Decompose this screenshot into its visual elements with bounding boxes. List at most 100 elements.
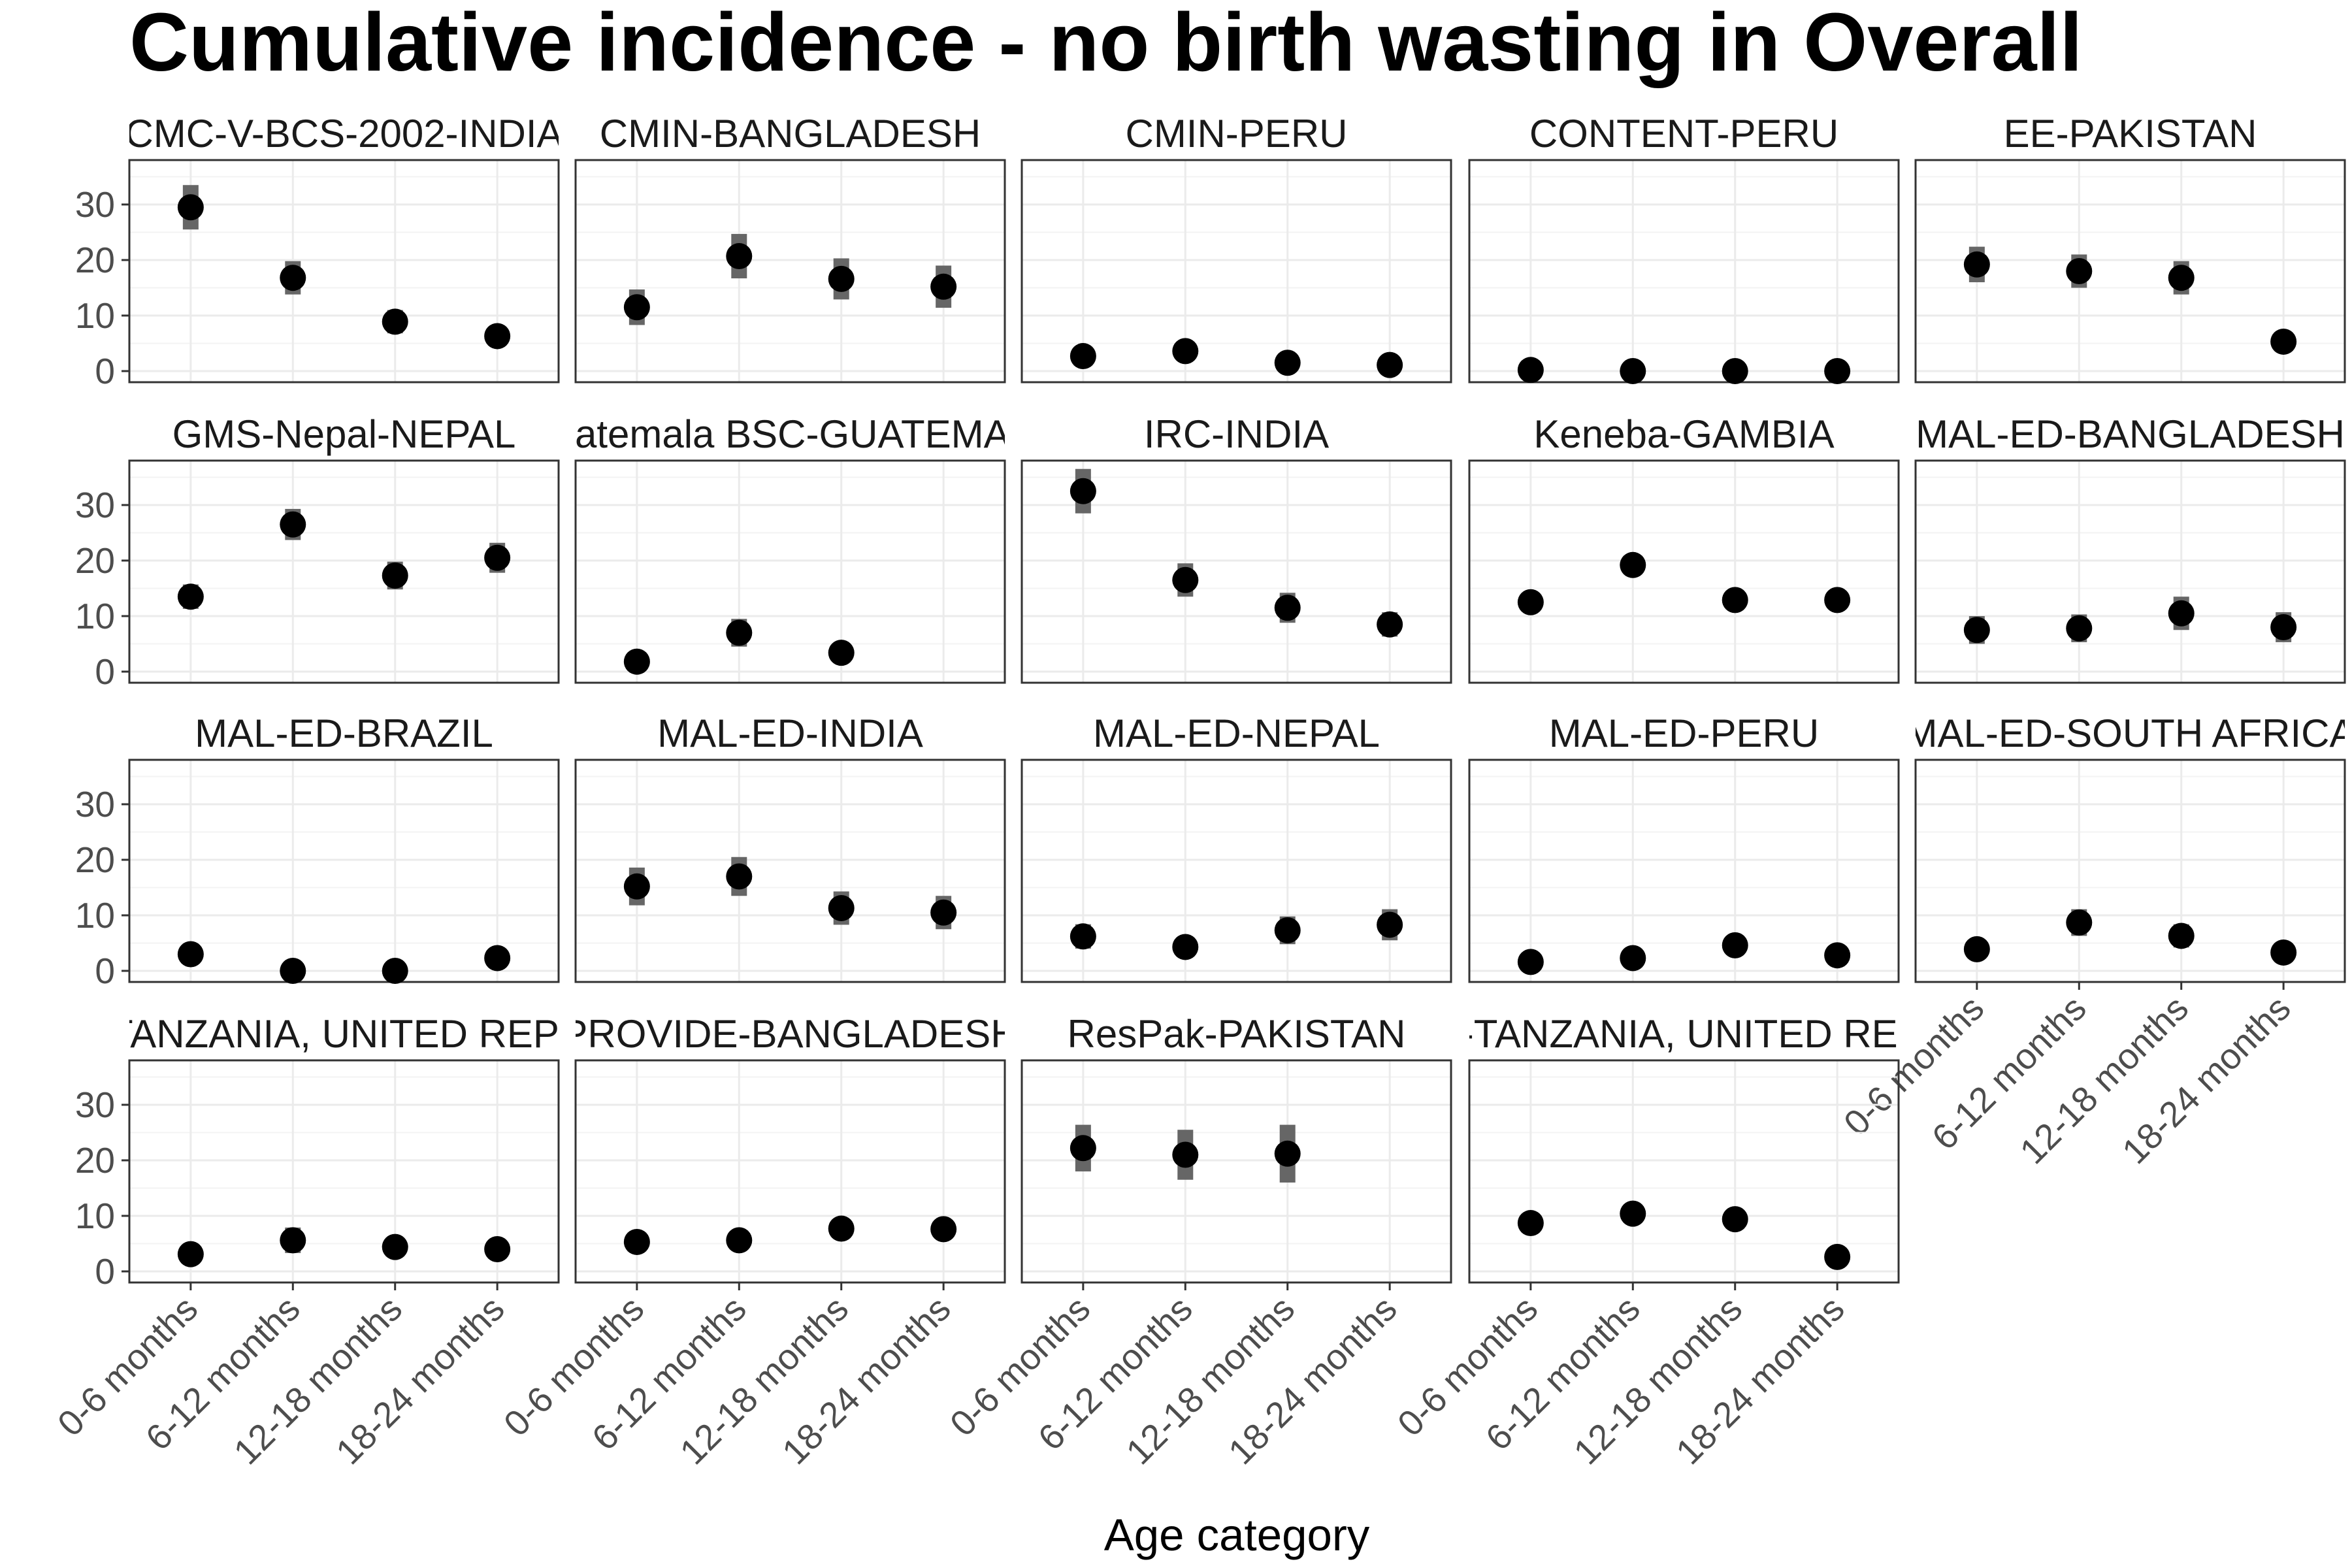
data-point — [1620, 358, 1646, 384]
y-tick-label: 20 — [75, 840, 115, 880]
data-point — [382, 1233, 408, 1260]
data-point — [1274, 350, 1301, 376]
facet-strip-label: CMIN-BANGLADESH — [600, 112, 981, 155]
data-point — [382, 562, 408, 589]
panel-border — [574, 159, 1006, 384]
facet-strip-label: CMIN-PERU — [1126, 112, 1348, 155]
panel-border — [1021, 459, 1452, 684]
data-point — [1963, 617, 1990, 644]
data-point — [1274, 1140, 1301, 1167]
panel-border — [574, 459, 1006, 684]
data-point — [1722, 587, 1748, 613]
y-tick-label: 20 — [75, 540, 115, 581]
data-point — [1070, 1135, 1096, 1162]
panel-border — [1021, 159, 1452, 384]
panel-border — [1021, 1059, 1452, 1284]
data-point — [1517, 1210, 1544, 1237]
facet-strip-label: MAL-ED-INDIA — [657, 711, 923, 755]
chart-title: Cumulative incidence - no birth wasting … — [129, 0, 2083, 88]
facet-panels: CMC-V-BCS-2002-INDIA 0 10 20 30 CMIN-BANGLADE… — [0, 112, 2346, 1472]
facet-panel: MAL-ED-NEPAL — [1021, 715, 1452, 983]
data-point — [1377, 351, 1403, 378]
data-point — [2270, 939, 2297, 966]
y-tick-label: 0 — [95, 351, 115, 391]
y-tick-label: 0 — [95, 951, 115, 991]
data-point — [177, 194, 204, 221]
panel-border — [128, 1059, 560, 1284]
data-point — [726, 1227, 753, 1254]
data-point — [828, 265, 855, 292]
data-point — [1963, 251, 1990, 278]
data-point — [930, 273, 957, 300]
data-point — [1620, 1200, 1646, 1227]
data-point — [1722, 358, 1748, 384]
facet-strip-label: MAL-ED-BRAZIL — [195, 711, 493, 755]
facet-strip-label: ResPak-PAKISTAN — [1068, 1012, 1406, 1056]
data-point — [177, 941, 204, 968]
panel-border — [574, 759, 1006, 983]
facet-panel: CONTENT-PERU — [1468, 112, 1900, 384]
y-tick-label: 30 — [75, 1085, 115, 1125]
y-tick-label: 30 — [75, 485, 115, 525]
panel-border — [128, 459, 560, 684]
data-point — [1517, 357, 1544, 384]
data-point — [2066, 615, 2093, 642]
facet-strip-label: CONTENT-PERU — [1529, 112, 1838, 155]
data-point — [1377, 911, 1403, 938]
panel-border — [128, 759, 560, 983]
data-point — [2270, 328, 2297, 355]
panel-border — [1468, 759, 1900, 983]
data-point — [1722, 1206, 1748, 1233]
data-point — [1274, 595, 1301, 621]
facet-strip-label: PROVIDE-BANGLADESH — [561, 1012, 1019, 1056]
facet-panel: EE-PAKISTAN — [1914, 112, 2346, 384]
facet-strip-label: GMS-Nepal-NEPAL — [172, 412, 516, 456]
panel-border — [574, 1059, 1006, 1284]
data-point — [177, 583, 204, 610]
facet-panel: CMC-V-BCS-2002-INDIA 0 10 20 30 — [75, 116, 560, 391]
data-point — [930, 1216, 957, 1243]
facet-strip-label: MAL-ED-TANZANIA, UNITED REPUBLIC OF — [0, 1012, 740, 1056]
panel-border — [1914, 459, 2346, 684]
data-point — [1620, 551, 1646, 578]
y-tick-label: 30 — [75, 784, 115, 825]
panel-border — [128, 159, 560, 384]
data-point — [382, 308, 408, 335]
data-point — [484, 323, 511, 350]
x-axis-label: Age category — [1104, 1510, 1370, 1560]
data-point — [1172, 934, 1199, 960]
data-point — [1824, 358, 1851, 384]
facet-panel: IRC-INDIA — [1021, 412, 1452, 684]
facet-strip-label: IRC-INDIA — [1144, 412, 1329, 456]
y-tick-label: 10 — [75, 1196, 115, 1236]
y-tick-label: 30 — [75, 184, 115, 225]
data-point — [484, 1236, 511, 1262]
panel-border — [1468, 159, 1900, 384]
data-point — [1274, 917, 1301, 943]
facet-strip-label: Guatemala BSC-GUATEMALA — [523, 412, 1058, 456]
data-point — [484, 945, 511, 972]
facet-strip-label: EE-PAKISTAN — [2004, 112, 2257, 155]
data-point — [177, 1241, 204, 1267]
data-point — [280, 958, 306, 984]
data-point — [1070, 478, 1096, 504]
data-point — [1722, 932, 1748, 958]
facet-panel: Guatemala BSC-GUATEMALA — [523, 412, 1058, 684]
data-point — [2168, 923, 2195, 949]
data-point — [2270, 614, 2297, 640]
data-point — [2066, 258, 2093, 284]
panel-border — [1914, 159, 2346, 384]
y-tick-label: 10 — [75, 295, 115, 336]
data-point — [726, 619, 753, 646]
data-point — [382, 958, 408, 984]
facet-panel: MAL-ED-INDIA — [574, 711, 1006, 983]
data-point — [2066, 909, 2093, 936]
y-tick-label: 0 — [95, 651, 115, 692]
data-point — [623, 1228, 650, 1255]
facet-strip-label: MAL-ED-BANGLADESH — [1916, 412, 2345, 456]
data-point — [726, 863, 753, 890]
panel-border — [1021, 759, 1452, 983]
